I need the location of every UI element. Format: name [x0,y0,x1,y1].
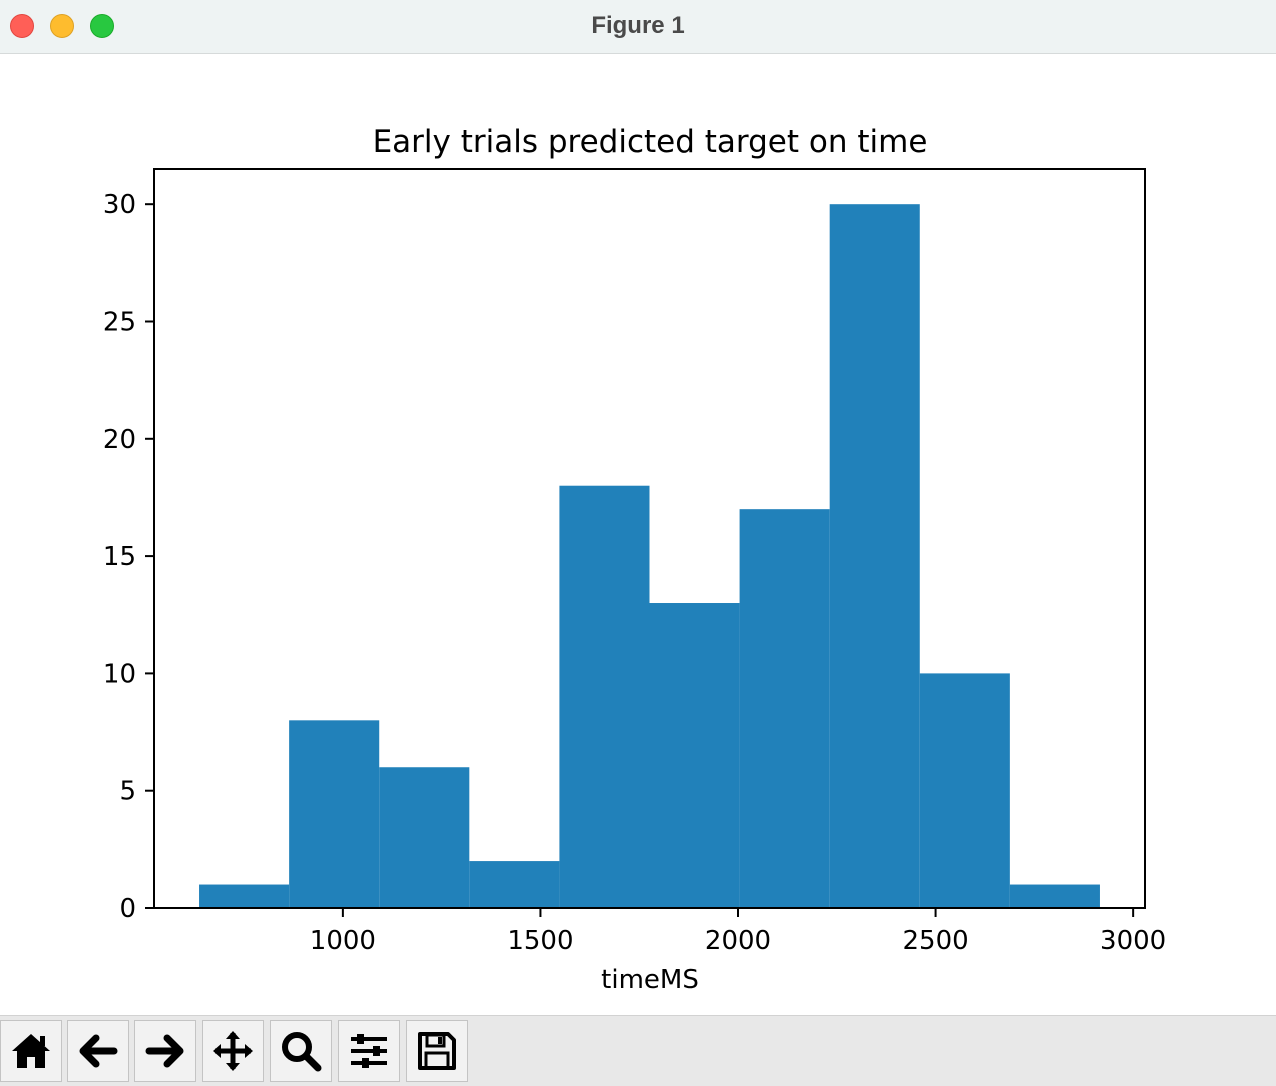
window-titlebar: Figure 1 [0,0,1276,54]
navigation-toolbar [0,1015,1276,1086]
arrow-left-icon [79,1034,118,1068]
magnifier-icon [282,1032,322,1072]
histogram-bar-7 [739,509,830,908]
forward-button[interactable] [134,1020,196,1082]
histogram-bar-4 [469,861,560,908]
chart-title: Early trials predicted target on time [373,124,928,160]
configure-subplots-button[interactable] [338,1020,400,1082]
y-axis-ticks: 0 5 10 15 20 25 30 [103,190,154,924]
home-icon [12,1034,50,1068]
y-tick-label: 25 [103,307,136,337]
y-tick-label: 15 [103,542,136,572]
arrow-right-icon [145,1034,184,1068]
y-tick-label: 5 [119,777,136,807]
back-button[interactable] [67,1020,129,1082]
close-window-button[interactable] [10,14,34,38]
pan-button[interactable] [202,1020,264,1082]
x-tick-label: 2500 [902,926,968,956]
histogram-bar-8 [829,204,920,908]
y-tick-label: 20 [103,425,136,455]
y-tick-label: 30 [103,190,136,220]
x-tick-label: 2000 [705,926,771,956]
histogram-bar-2 [289,720,380,908]
x-tick-label: 1500 [507,926,573,956]
home-button[interactable] [0,1020,62,1082]
x-axis-ticks: 1000 1500 2000 2500 3000 [310,908,1166,956]
histogram-bars [199,204,1100,908]
floppy-disk-icon [418,1032,456,1070]
plot-frame [153,168,1146,909]
move-icon [213,1031,253,1071]
histogram-bar-9 [919,673,1010,908]
histogram-bar-6 [649,603,740,908]
window-title: Figure 1 [591,12,685,39]
y-tick-label: 0 [119,894,136,924]
x-tick-label: 1000 [310,926,376,956]
histogram-bar-3 [379,767,470,908]
histogram-bar-5 [559,485,650,908]
save-button[interactable] [406,1020,468,1082]
x-tick-label: 3000 [1100,926,1166,956]
figure-canvas[interactable]: Early trials predicted target on time 10… [0,55,1276,1015]
minimize-window-button[interactable] [50,14,74,38]
sliders-icon [351,1034,387,1068]
y-tick-label: 10 [103,659,136,689]
histogram-bar-10 [1009,884,1100,908]
zoom-window-button[interactable] [90,14,114,38]
x-axis-label: timeMS [601,965,699,995]
histogram-bar-1 [199,884,290,908]
histogram-chart: Early trials predicted target on time 10… [103,124,1166,995]
zoom-button[interactable] [270,1020,332,1082]
